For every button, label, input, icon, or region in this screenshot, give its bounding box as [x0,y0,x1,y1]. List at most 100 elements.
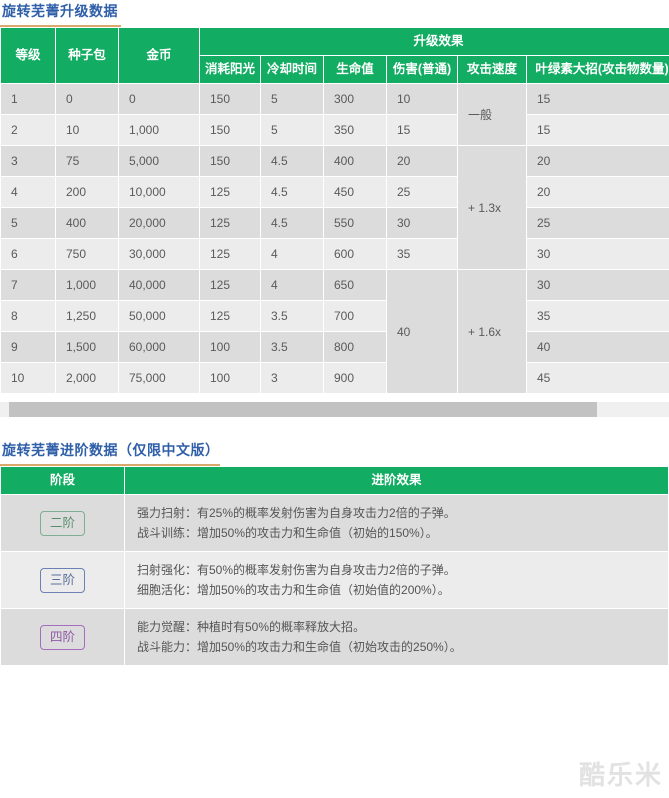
col-header-health: 生命值 [324,56,386,83]
col-header-level: 等级 [1,28,55,83]
col-header-chlorophyll: 叶绿素大招(攻击物数量) [527,56,669,83]
site-watermark: 酷乐米 [578,760,663,790]
page-title: 旋转芜菁升级数据 [2,3,118,19]
cell-health: 300 [324,84,386,114]
cell-level: 7 [1,270,55,300]
cell-sun-cost: 125 [200,208,260,238]
scrollbar-thumb[interactable] [9,402,597,417]
cell-coins: 10,000 [119,177,199,207]
cell-chlorophyll: 15 [527,84,669,114]
cell-stage: 四阶 [1,609,124,665]
advancement-title: 旋转芜菁进阶数据（仅限中文版） [2,442,220,458]
advancement-title-underline [0,464,220,466]
cell-coins: 0 [119,84,199,114]
cell-coins: 5,000 [119,146,199,176]
effect-line: 细胞活化：增加50%的攻击力和生命值（初始值的200%）。 [137,583,450,597]
cell-seed-pack: 10 [56,115,118,145]
upgrade-data-table: 等级 种子包 金币 升级效果 消耗阳光 冷却时间 生命值 伤害(普通) 攻击速度… [0,27,669,394]
section-advancement-data: 旋转芜菁进阶数据（仅限中文版） 阶段 进阶效果 二阶 强力扫射：有25%的概率发射… [0,439,669,666]
cell-cooldown: 4 [261,239,323,269]
upgrade-header-row-2: 消耗阳光 冷却时间 生命值 伤害(普通) 攻击速度 叶绿素大招(攻击物数量) [1,56,669,83]
cell-seed-pack: 1,500 [56,332,118,362]
cell-chlorophyll: 40 [527,332,669,362]
cell-chlorophyll: 35 [527,301,669,331]
cell-sun-cost: 150 [200,146,260,176]
cell-seed-pack: 0 [56,84,118,114]
cell-cooldown: 5 [261,84,323,114]
cell-damage: 25 [387,177,457,207]
table-row: 7 1,000 40,000 125 4 650 40 + 1.6x 30 [1,270,669,393]
col-header-stage: 阶段 [1,467,124,494]
col-header-attack-speed: 攻击速度 [458,56,526,83]
table-row: 9 1,500 60,000 100 3.5 800 40 [1,332,669,362]
table-row: 二阶 强力扫射：有25%的概率发射伤害为自身攻击力2倍的子弹。 战斗训练：增加50%… [1,495,668,551]
table-row: 6 750 30,000 125 4 600 35 30 [1,239,669,269]
section-upgrade-data: 旋转芜菁升级数据 等级 种子包 金币 升级效果 消耗阳光 冷却时间 生命值 [0,3,669,417]
cell-cooldown: 3 [261,363,323,393]
table-row: 5 400 20,000 125 4.5 550 30 25 [1,208,669,238]
table-row: 3 75 5,000 150 4.5 400 20 + 1.3x 20 [1,146,669,269]
cell-sun-cost: 125 [200,270,260,300]
cell-damage-merged: 40 [387,270,457,393]
col-header-cooldown: 冷却时间 [261,56,323,83]
cell-coins: 60,000 [119,332,199,362]
advancement-table-head: 阶段 进阶效果 [1,467,668,494]
cell-health: 550 [324,208,386,238]
cell-damage: 20 [387,146,457,176]
effect-line: 能力觉醒：种植时有50%的概率释放大招。 [137,620,366,634]
cell-chlorophyll: 20 [527,177,669,207]
horizontal-scrollbar[interactable] [0,402,669,417]
cell-level: 4 [1,177,55,207]
section-spacer [0,417,669,439]
cell-chlorophyll: 30 [527,239,669,269]
cell-seed-pack: 1,250 [56,301,118,331]
cell-sun-cost: 150 [200,84,260,114]
cell-health: 800 [324,332,386,362]
cell-health: 450 [324,177,386,207]
upgrade-header-row-1: 等级 种子包 金币 升级效果 [1,28,669,83]
table-row: 三阶 扫射强化：有50%的概率发射伤害为自身攻击力2倍的子弹。 细胞活化：增加50%… [1,552,668,608]
cell-cooldown: 4.5 [261,177,323,207]
cell-chlorophyll: 45 [527,363,669,393]
cell-level: 8 [1,301,55,331]
cell-level: 9 [1,332,55,362]
cell-cooldown: 3.5 [261,332,323,362]
status-badge: 二阶 [39,510,85,536]
cell-health: 350 [324,115,386,145]
cell-sun-cost: 100 [200,332,260,362]
col-header-effect-group: 升级效果 [200,28,669,55]
cell-seed-pack: 750 [56,239,118,269]
cell-coins: 40,000 [119,270,199,300]
col-header-advancement-effect: 进阶效果 [125,467,668,494]
upgrade-table-head: 等级 种子包 金币 升级效果 消耗阳光 冷却时间 生命值 伤害(普通) 攻击速度… [1,28,669,83]
status-badge: 三阶 [39,567,85,593]
cell-health: 900 [324,363,386,393]
cell-level: 5 [1,208,55,238]
cell-chlorophyll: 30 [527,270,669,300]
upgrade-table-body: 1 0 0 150 5 300 10 一般 15 2 10 1,000 150 5 350 15 15 3 75 5,… [1,84,669,393]
cell-sun-cost: 125 [200,177,260,207]
effect-line: 战斗训练：增加50%的攻击力和生命值（初始的150%）。 [137,526,438,540]
cell-level: 6 [1,239,55,269]
cell-chlorophyll: 25 [527,208,669,238]
cell-advancement-effect: 强力扫射：有25%的概率发射伤害为自身攻击力2倍的子弹。 战斗训练：增加50%的攻… [125,495,668,551]
cell-chlorophyll: 20 [527,146,669,176]
cell-level: 2 [1,115,55,145]
cell-coins: 50,000 [119,301,199,331]
col-header-coins: 金币 [119,28,199,83]
title-underline [0,25,121,27]
cell-cooldown: 4.5 [261,146,323,176]
cell-cooldown: 3.5 [261,301,323,331]
cell-sun-cost: 125 [200,239,260,269]
cell-health: 700 [324,301,386,331]
cell-sun-cost: 100 [200,363,260,393]
effect-line: 扫射强化：有50%的概率发射伤害为自身攻击力2倍的子弹。 [137,563,456,577]
cell-damage: 10 [387,84,457,114]
cell-cooldown: 4 [261,270,323,300]
cell-attack-speed-merged: + 1.6x [458,270,526,393]
col-header-sun-cost: 消耗阳光 [200,56,260,83]
cell-level: 1 [1,84,55,114]
cell-seed-pack: 2,000 [56,363,118,393]
effect-line: 战斗能力：增加50%的攻击力和生命值（初始攻击的250%）。 [137,640,462,654]
